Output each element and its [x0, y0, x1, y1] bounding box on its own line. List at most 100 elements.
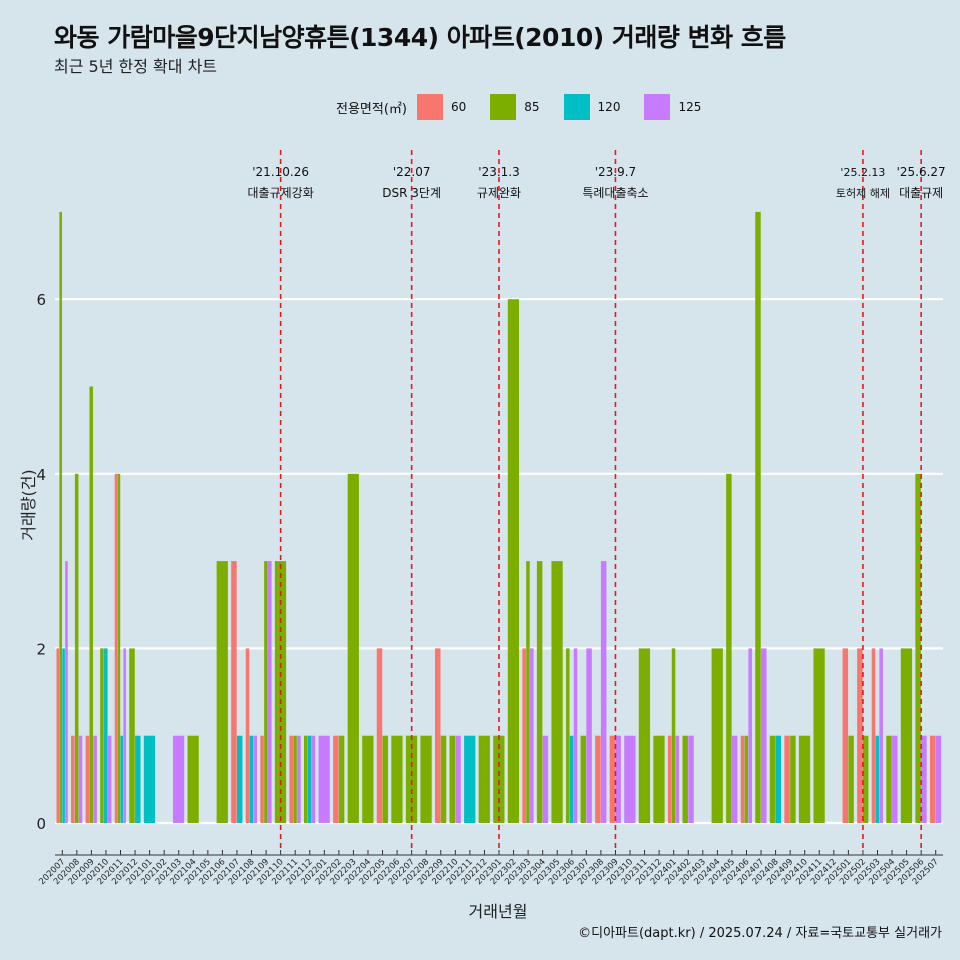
legend-label-60: 60 [450, 100, 467, 114]
bar-125-202309 [615, 735, 621, 823]
bar-60-202009 [85, 735, 90, 823]
legend-item-120: 120 [563, 94, 641, 120]
bar-60-202011 [114, 473, 118, 823]
bar-60-202309 [609, 735, 616, 823]
event-label-202506: 대출규제 [899, 186, 943, 200]
bar-85-202109 [264, 561, 268, 823]
bar-60-202507 [929, 735, 936, 823]
bar-120-202107 [236, 735, 243, 823]
legend-item-60: 60 [416, 94, 486, 120]
bar-125-202304 [542, 735, 549, 823]
bar-85-202506 [915, 473, 921, 823]
bar-120-202503 [875, 735, 880, 823]
bar-85-202204 [362, 735, 374, 823]
y-tick-label: 0 [36, 815, 46, 833]
bar-60-202111 [289, 735, 293, 823]
bar-85-202307 [580, 735, 587, 823]
bar-85-202401 [671, 648, 676, 823]
bar-60-202501 [842, 648, 849, 823]
bar-125-202008 [78, 735, 83, 823]
event-date-202207: '22.07 [393, 165, 431, 179]
bar-85-202411 [813, 648, 825, 823]
bar-60-202406 [740, 735, 745, 823]
bar-85-202208 [420, 735, 432, 823]
legend-label-125: 125 [678, 100, 702, 114]
event-date-202110: '21.10.26 [252, 165, 309, 179]
bar-125-202103 [172, 735, 185, 823]
bar-125-202507 [935, 735, 942, 823]
bar-85-202402 [682, 735, 688, 823]
bar-125-202108 [253, 735, 258, 823]
bar-85-202304 [536, 561, 543, 823]
legend-title: 전용면적(㎡) [336, 101, 407, 117]
bar-60-202503 [871, 648, 876, 823]
bar-85-202112 [303, 735, 308, 823]
bar-85-202012 [129, 648, 135, 823]
bar-60-202401 [667, 735, 672, 823]
bar-85-202301 [493, 735, 505, 823]
bar-60-202107 [231, 561, 237, 823]
bar-85-202106 [216, 561, 228, 823]
legend-label-85: 85 [524, 100, 540, 114]
event-label-202207: DSR 3단계 [382, 186, 441, 200]
bar-60-202303 [522, 648, 526, 823]
legend-swatch-60 [416, 94, 443, 120]
event-date-202506: '25.6.27 [897, 165, 946, 179]
bar-125-202111 [297, 735, 301, 823]
bar-125-202109 [268, 561, 272, 823]
bar-120-202010 [104, 648, 108, 823]
bar-125-202402 [688, 735, 694, 823]
bar-120-202007 [62, 648, 65, 823]
event-date-202301: '23.1.3 [478, 165, 519, 179]
bar-85-202007 [59, 211, 62, 823]
bar-120-202108 [249, 735, 254, 823]
bar-85-202209 [440, 735, 447, 823]
bar-60-202502 [857, 648, 863, 823]
event-date-202309: '23.9.7 [595, 165, 636, 179]
bar-85-202212 [478, 735, 490, 823]
event-label-202502: 토허제 해제 [836, 186, 890, 200]
bar-85-202111 [293, 735, 297, 823]
source-caption: ©디아파트(dapt.kr) / 2025.07.24 / 자료=국토교통부 실… [578, 926, 942, 941]
bar-120-202112 [307, 735, 312, 823]
bar-60-202109 [260, 735, 264, 823]
legend-swatch-120 [563, 94, 590, 120]
bar-85-202407 [755, 211, 761, 823]
bar-85-202011 [117, 473, 121, 823]
bar-60-202205 [376, 648, 383, 823]
bar-60-202008 [71, 735, 75, 823]
bar-125-202405 [731, 735, 738, 823]
bar-85-202409 [790, 735, 796, 823]
bar-85-202502 [862, 735, 869, 823]
bar-85-202406 [744, 735, 749, 823]
bar-85-202410 [798, 735, 811, 823]
bar-125-202307 [586, 648, 592, 823]
legend-swatch-125 [644, 94, 671, 120]
bar-120-202101 [143, 735, 156, 823]
event-date-202502: '25.2.13 [840, 166, 885, 179]
bar-85-202312 [653, 735, 665, 823]
bar-60-202108 [245, 648, 250, 823]
bar-125-202503 [879, 648, 883, 823]
bar-85-202104 [187, 735, 199, 823]
bar-125-202303 [530, 648, 534, 823]
y-tick-label: 2 [36, 640, 46, 658]
bar-85-202306 [566, 648, 570, 823]
bar-60-202209 [434, 648, 441, 823]
bar-120-202011 [120, 735, 124, 823]
bar-85-202302 [507, 299, 520, 823]
bar-125-202504 [892, 735, 898, 823]
bar-60-202409 [784, 735, 790, 823]
bar-120-202408 [775, 735, 782, 823]
bar-85-202206 [391, 735, 403, 823]
bar-60-202202 [333, 735, 339, 823]
event-label-202110: 대출규제강화 [248, 186, 314, 200]
bar-125-202310 [624, 735, 636, 823]
bar-120-202306 [569, 735, 574, 823]
bar-125-202401 [675, 735, 680, 823]
bar-125-202407 [761, 648, 767, 823]
y-tick-label: 4 [36, 466, 46, 484]
bar-125-202506 [921, 735, 927, 823]
bar-85-202009 [89, 386, 94, 823]
